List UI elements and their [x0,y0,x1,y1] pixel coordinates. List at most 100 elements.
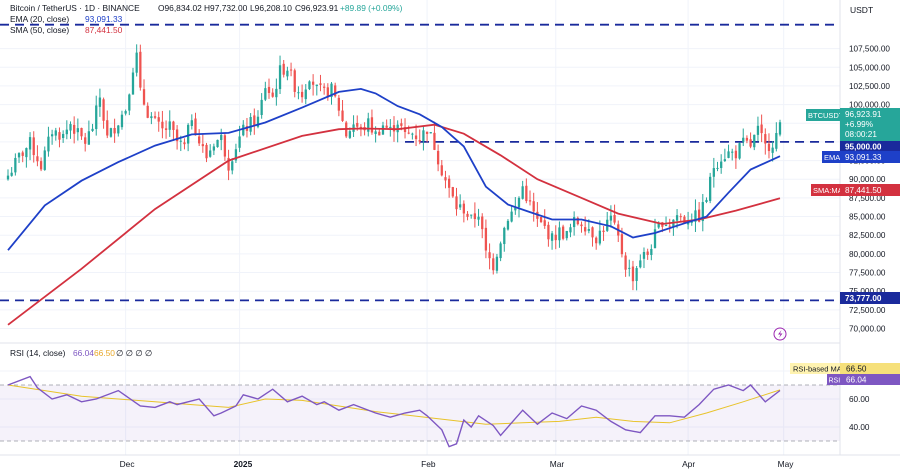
candle-body [128,94,131,111]
candle-body [275,88,278,98]
rsi-legend-label[interactable]: RSI (14, close) [10,348,66,358]
symbol-line[interactable]: Bitcoin / TetherUS · 1D · BINANCE [10,3,140,13]
price-tick-label: 100,000.00 [849,101,890,110]
candle-body [720,161,723,169]
level-95000-badge[interactable]: 95,000.00 [840,141,900,152]
candle-body [172,121,175,131]
candle-body [330,83,333,98]
rsi-badge[interactable]: RSI 66.04 [827,374,900,385]
candle-body [543,220,546,226]
candle-body [771,147,774,153]
candle-body [679,216,682,218]
candle-body [278,65,282,90]
candle-body [356,122,359,127]
candle-body [58,132,61,140]
candle-body [668,225,671,227]
level-95000-value: 95,000.00 [845,143,882,152]
candle-body [602,230,605,232]
candle-body [742,137,745,142]
candle-body [686,222,690,225]
candle-body [242,124,245,136]
candle-body [120,114,124,128]
candle-body [675,215,679,221]
candle-body [484,227,488,251]
candle-body [300,91,304,98]
candle-body [690,221,693,223]
candle-body [308,81,311,90]
candle-body [319,83,322,85]
candle-body [705,199,708,202]
price-axis-background [840,0,900,471]
candle-body [587,229,590,231]
candle-body [451,187,454,197]
candle-body [14,157,17,173]
candle-body [591,227,594,238]
candle-body [459,204,462,208]
level-73777-box [840,292,900,304]
candle-body [738,143,741,159]
price-axis-ticks[interactable]: 107,500.00 105,000.00 102,500.00 100,000.00… [849,45,890,334]
currency-label[interactable]: USDT [850,5,873,15]
price-badge-box [840,108,900,141]
candle-body [635,268,638,281]
horizontal-levels[interactable] [0,23,840,302]
price-tick-label: 90,000.00 [849,175,886,184]
candle-body [440,165,443,176]
candle-body [653,229,657,249]
candle-body [385,125,388,128]
candle-body [444,177,447,181]
ohlc-high: H97,732.00 [204,3,248,13]
rsi-legend[interactable]: RSI (14, close) 66.04 66.50 ∅ ∅ ∅ ∅ [10,348,152,358]
time-axis-ticks[interactable]: Dec 2025 Feb Mar Apr May [120,459,795,469]
candle-body [528,200,532,202]
ema-legend-value: 93,091.33 [85,14,123,24]
rsi-pane[interactable] [0,375,840,448]
candle-body [289,69,293,71]
candle-body [436,150,440,165]
time-tick-label: Feb [421,459,436,469]
candle-body [212,146,216,151]
sma-badge-name-box [811,184,840,196]
candle-body [113,127,116,134]
level-73777-badge[interactable]: 73,777.00 [840,292,900,304]
ema-legend-label[interactable]: EMA (20, close) [10,14,69,24]
sma-legend-label[interactable]: SMA (50, close) [10,25,69,35]
candle-body [80,127,83,137]
price-pane[interactable] [0,23,840,326]
price-tick-label: 105,000.00 [849,63,890,72]
candle-body [565,230,568,239]
candle-body [429,132,432,134]
candle-body [760,124,763,134]
sma-badge[interactable]: SMA:MA 87,441.50 [811,184,900,196]
rsi-ma-badge[interactable]: RSI-based MA 66.50 [790,363,900,374]
price-badge-symbol-box [806,109,840,121]
candle-body [745,137,749,141]
candle-body [43,150,46,170]
price-tick-label: 107,500.00 [849,45,890,54]
rsi-line [7,375,781,448]
candle-body [628,267,631,269]
candle-body [190,120,193,126]
price-badge[interactable]: BTCUSDT 96,923.91 +6.99% 08:00:21 [806,108,900,141]
candle-body [175,129,179,142]
candle-body [102,99,105,121]
rsi-ma-badge-name: RSI-based MA [793,365,842,374]
alert-icon[interactable] [773,327,787,341]
main-legend[interactable]: Bitcoin / TetherUS · 1D · BINANCE O96,83… [10,3,403,35]
candle-body [598,230,602,244]
candle-body [470,214,473,216]
candle-body [220,134,223,141]
ohlc-low: L96,208.10 [250,3,292,13]
time-tick-label: Apr [682,459,695,469]
ema-badge-value: 93,091.33 [845,153,882,162]
candle-body [694,210,697,222]
ema-badge[interactable]: EMA 93,091.33 [822,151,900,163]
candle-body [778,122,782,135]
candle-body [238,136,241,148]
candle-body [455,196,458,210]
candle-body [639,260,642,268]
candle-body [227,157,230,171]
candle-body [28,137,32,150]
rsi-badge-name: RSI [829,378,841,385]
